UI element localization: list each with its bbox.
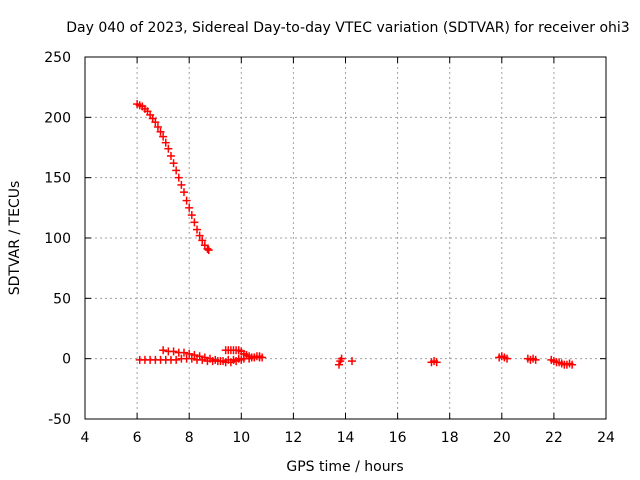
data-point — [211, 355, 220, 364]
x-tick-label: 18 — [441, 430, 459, 446]
data-point — [337, 354, 346, 363]
data-point — [179, 348, 188, 357]
x-tick-label: 24 — [597, 430, 615, 446]
y-tick-label: 100 — [44, 231, 71, 247]
data-point — [198, 236, 207, 245]
x-tick-label: 16 — [389, 430, 407, 446]
data-point — [190, 218, 199, 227]
x-tick-labels: 4 6 8 10 12 14 16 18 20 22 24 — [81, 430, 615, 446]
data-point — [200, 353, 209, 362]
plot-frame — [84, 56, 607, 420]
data-point — [348, 357, 357, 366]
data-point — [258, 353, 267, 362]
data-point — [216, 357, 225, 366]
data-point — [187, 211, 196, 220]
data-point — [195, 352, 204, 361]
y-tick-label: 0 — [62, 352, 71, 368]
y-tick-label: 50 — [53, 291, 71, 307]
data-point — [334, 360, 343, 369]
data-point — [166, 151, 175, 160]
data-point — [206, 354, 215, 363]
x-tick-label: 20 — [493, 430, 511, 446]
x-tick-label: 10 — [232, 430, 250, 446]
data-point — [156, 127, 165, 136]
data-point — [161, 138, 170, 147]
data-points — [133, 100, 577, 369]
data-point — [153, 122, 162, 131]
gridlines — [85, 57, 606, 419]
data-point — [159, 346, 168, 355]
data-point — [203, 244, 212, 253]
x-tick-label: 8 — [185, 430, 194, 446]
data-point — [568, 360, 577, 369]
data-point — [179, 188, 188, 197]
data-point — [193, 225, 202, 234]
data-point — [503, 354, 512, 363]
x-tick-label: 22 — [545, 430, 563, 446]
data-point — [169, 347, 178, 356]
data-point — [172, 355, 181, 364]
data-point — [432, 358, 441, 367]
data-point — [172, 166, 181, 175]
data-point — [232, 357, 241, 366]
data-point — [237, 355, 246, 364]
y-tick-label: -50 — [48, 412, 71, 428]
x-tick-label: 12 — [284, 430, 302, 446]
chart-title: Day 040 of 2023, Sidereal Day-to-day VTE… — [66, 20, 629, 36]
data-point — [159, 132, 168, 141]
data-point — [204, 246, 213, 255]
x-axis-label: GPS time / hours — [286, 459, 403, 475]
y-tick-label: 250 — [44, 50, 71, 66]
data-point — [195, 231, 204, 240]
y-tick-label: 200 — [44, 110, 71, 126]
y-tick-labels: -50 0 50 100 150 200 250 — [44, 50, 71, 428]
y-axis-label: SDTVAR / TECUs — [7, 181, 23, 296]
x-tick-label: 6 — [133, 430, 142, 446]
data-point — [164, 144, 173, 153]
data-point — [169, 159, 178, 168]
data-point — [177, 180, 186, 189]
data-point — [531, 355, 540, 364]
data-point — [174, 173, 183, 182]
data-point — [185, 203, 194, 212]
x-tick-label: 4 — [81, 430, 90, 446]
x-tick-label: 14 — [337, 430, 355, 446]
data-point — [190, 351, 199, 360]
y-tick-label: 150 — [44, 171, 71, 187]
data-point — [182, 196, 191, 205]
data-point — [185, 349, 194, 358]
data-point — [151, 118, 160, 127]
data-point — [226, 358, 235, 367]
